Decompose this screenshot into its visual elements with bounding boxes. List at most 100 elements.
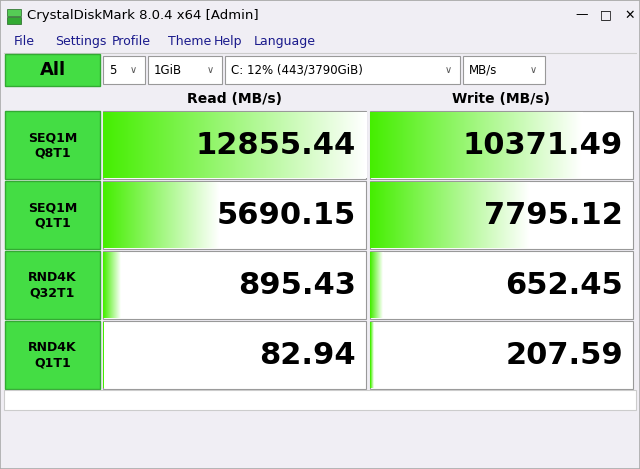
Bar: [169, 182, 170, 248]
Bar: [361, 112, 362, 178]
Bar: [445, 182, 446, 248]
Bar: [497, 182, 499, 248]
Bar: [552, 112, 554, 178]
Bar: [476, 112, 477, 178]
Bar: [332, 112, 333, 178]
Bar: [554, 112, 556, 178]
Bar: [115, 112, 116, 178]
Bar: [235, 112, 236, 178]
Bar: [170, 182, 172, 248]
Bar: [230, 112, 231, 178]
Bar: [122, 112, 124, 178]
Bar: [115, 252, 116, 318]
Bar: [425, 112, 426, 178]
Bar: [145, 182, 146, 248]
Bar: [161, 182, 162, 248]
Bar: [152, 182, 154, 248]
Bar: [223, 112, 225, 178]
Bar: [534, 112, 535, 178]
Bar: [337, 112, 339, 178]
Bar: [481, 182, 482, 248]
Bar: [202, 112, 203, 178]
Bar: [481, 182, 483, 248]
Bar: [459, 182, 460, 248]
Bar: [189, 182, 190, 248]
Bar: [164, 182, 165, 248]
Bar: [264, 112, 265, 178]
Bar: [451, 182, 452, 248]
Bar: [385, 112, 387, 178]
Bar: [492, 182, 493, 248]
Bar: [399, 112, 401, 178]
Bar: [376, 252, 377, 318]
Bar: [142, 112, 143, 178]
Bar: [478, 182, 479, 248]
Bar: [408, 182, 410, 248]
Bar: [312, 112, 314, 178]
Bar: [484, 112, 486, 178]
Bar: [431, 182, 432, 248]
Bar: [422, 112, 424, 178]
Bar: [108, 112, 109, 178]
Bar: [449, 182, 451, 248]
Bar: [541, 112, 542, 178]
Bar: [395, 182, 396, 248]
Bar: [198, 112, 200, 178]
Bar: [175, 112, 176, 178]
Bar: [229, 112, 230, 178]
Bar: [136, 182, 137, 248]
Bar: [111, 112, 113, 178]
Bar: [188, 112, 189, 178]
Bar: [463, 182, 465, 248]
Bar: [489, 112, 490, 178]
Bar: [154, 112, 156, 178]
Bar: [442, 112, 443, 178]
Bar: [537, 112, 538, 178]
Bar: [399, 112, 400, 178]
Bar: [257, 112, 259, 178]
Bar: [107, 252, 108, 318]
Bar: [219, 182, 220, 248]
Bar: [551, 112, 552, 178]
Bar: [557, 112, 558, 178]
Bar: [259, 112, 260, 178]
Bar: [150, 182, 152, 248]
Bar: [185, 182, 186, 248]
Bar: [212, 182, 214, 248]
Bar: [141, 182, 142, 248]
Bar: [379, 182, 380, 248]
Bar: [120, 182, 122, 248]
Bar: [389, 182, 390, 248]
Bar: [511, 182, 513, 248]
Bar: [454, 112, 456, 178]
Bar: [342, 112, 344, 178]
Text: Write (MB/s): Write (MB/s): [452, 92, 550, 106]
Bar: [234, 112, 236, 178]
Bar: [493, 112, 495, 178]
Bar: [154, 112, 155, 178]
Bar: [458, 112, 459, 178]
Bar: [237, 112, 238, 178]
Bar: [568, 112, 570, 178]
Bar: [454, 112, 455, 178]
Bar: [179, 182, 180, 248]
Bar: [314, 112, 316, 178]
Bar: [371, 112, 373, 178]
Bar: [268, 112, 269, 178]
Bar: [135, 112, 136, 178]
Bar: [270, 112, 271, 178]
Text: ∨: ∨: [444, 65, 452, 75]
Bar: [384, 112, 385, 178]
Bar: [568, 112, 569, 178]
Bar: [124, 182, 125, 248]
Bar: [209, 182, 211, 248]
Bar: [428, 182, 429, 248]
Bar: [204, 112, 205, 178]
Bar: [221, 112, 222, 178]
Bar: [403, 112, 404, 178]
Bar: [544, 112, 545, 178]
Bar: [113, 112, 115, 178]
Bar: [497, 112, 498, 178]
Bar: [248, 112, 249, 178]
Bar: [493, 112, 495, 178]
